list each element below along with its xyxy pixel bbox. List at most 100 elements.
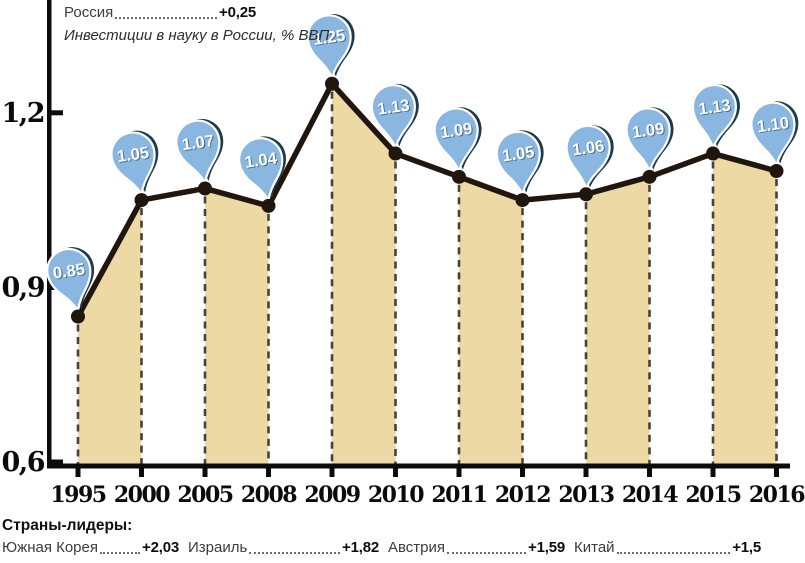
pin-body bbox=[495, 130, 541, 198]
pin-value-label: 1.13 bbox=[376, 96, 410, 118]
country-value: +2,03 bbox=[142, 539, 179, 556]
x-tick-label: 2013 bbox=[558, 482, 613, 508]
footer-entry: Китай +1,5 bbox=[574, 539, 761, 557]
data-point bbox=[71, 309, 85, 324]
data-point bbox=[325, 76, 339, 91]
area-band bbox=[713, 153, 777, 465]
data-point bbox=[452, 169, 466, 184]
series-label: Россия bbox=[64, 4, 114, 21]
pin-value-label: 1.25 bbox=[312, 27, 346, 49]
x-tick bbox=[456, 466, 462, 477]
x-tick bbox=[202, 466, 208, 477]
dotted-leader bbox=[447, 552, 527, 554]
data-point bbox=[579, 187, 593, 202]
pin-value-label: 1.06 bbox=[571, 137, 605, 159]
x-tick-label: 2016 bbox=[749, 482, 805, 508]
dotted-leader bbox=[115, 17, 218, 19]
country-value: +1,59 bbox=[528, 539, 565, 556]
pin-body bbox=[370, 84, 416, 151]
value-pin: 1.25 bbox=[306, 14, 355, 81]
x-tick-label: 1995 bbox=[50, 482, 105, 508]
area-band bbox=[332, 83, 396, 464]
pin-body bbox=[750, 101, 796, 169]
x-tick bbox=[774, 466, 779, 477]
pin-body bbox=[175, 119, 221, 186]
chart-header: Россия +0,25 Инвестиции в науку в России… bbox=[64, 3, 330, 44]
footer-entries: Южная Корея +2,03 Израиль +1,82 Австрия … bbox=[2, 539, 802, 557]
y-tick bbox=[51, 110, 63, 116]
x-tick-label: 2011 bbox=[431, 482, 486, 508]
x-tick-label: 2009 bbox=[304, 482, 359, 508]
value-pin: 1.09 bbox=[433, 107, 482, 174]
value-pin: 1.09 bbox=[625, 107, 674, 174]
chart-footer: Страны-лидеры: Южная Корея +2,03 Израиль… bbox=[2, 517, 802, 557]
pin-body bbox=[691, 83, 738, 151]
series-value: +0,25 bbox=[219, 4, 256, 21]
pin-body bbox=[565, 124, 611, 192]
data-point bbox=[515, 193, 530, 208]
country-value: +1,5 bbox=[732, 539, 761, 556]
country-name: Южная Корея bbox=[2, 539, 98, 556]
x-tick bbox=[75, 466, 81, 477]
pin-value-label: 1.09 bbox=[631, 120, 665, 142]
data-point bbox=[769, 164, 784, 178]
country-name: Китай bbox=[574, 539, 615, 556]
pin-body bbox=[433, 107, 479, 174]
footer-entry: Южная Корея +2,03 bbox=[2, 539, 179, 557]
dotted-leader bbox=[616, 552, 731, 554]
x-tick bbox=[583, 466, 589, 477]
x-tick bbox=[710, 466, 716, 477]
value-pin: 1.10 bbox=[750, 101, 799, 169]
series-legend-row: Россия +0,25 bbox=[64, 3, 256, 22]
pin-body bbox=[238, 137, 284, 203]
x-tick bbox=[647, 466, 652, 477]
dotted-leader bbox=[249, 552, 341, 554]
country-name: Израиль bbox=[188, 539, 248, 556]
x-tick-label: 2005 bbox=[177, 482, 232, 508]
x-axis bbox=[47, 463, 790, 469]
pin-value-label: 1.07 bbox=[181, 132, 215, 154]
y-tick-label: 1,2 bbox=[2, 98, 44, 129]
footer-entry: Австрия +1,59 bbox=[388, 539, 565, 557]
pin-value-label: 1.05 bbox=[501, 143, 535, 165]
data-point bbox=[261, 198, 276, 213]
area-band bbox=[78, 200, 142, 464]
data-point bbox=[198, 181, 212, 196]
pin-body bbox=[46, 247, 92, 314]
y-tick-label: 0,9 bbox=[2, 272, 45, 303]
x-tick bbox=[329, 466, 335, 477]
y-tick bbox=[51, 459, 63, 465]
area-band bbox=[205, 188, 269, 464]
dotted-leader bbox=[100, 552, 141, 554]
x-tick-label: 2010 bbox=[368, 482, 424, 508]
pin-value-label: 1.09 bbox=[439, 120, 473, 142]
pin-value-label: 1.13 bbox=[697, 96, 731, 118]
chart-subtitle: Инвестиции в науку в России, % ВВП bbox=[64, 27, 330, 44]
x-tick bbox=[393, 466, 398, 477]
value-pin: 1.05 bbox=[495, 130, 544, 198]
footer-entry: Израиль +1,82 bbox=[188, 539, 379, 557]
value-pin: 1.06 bbox=[565, 124, 614, 192]
country-name: Австрия bbox=[388, 539, 446, 556]
data-point bbox=[134, 193, 149, 208]
pin-body bbox=[625, 107, 671, 174]
area-band bbox=[459, 176, 523, 464]
data-point bbox=[642, 169, 657, 184]
value-pin: 1.07 bbox=[175, 118, 224, 186]
pin-body bbox=[306, 14, 352, 81]
data-point bbox=[706, 146, 720, 161]
x-tick bbox=[520, 466, 525, 477]
x-tick-label: 2012 bbox=[495, 482, 550, 508]
x-tick-label: 2000 bbox=[114, 482, 170, 508]
x-tick-label: 2008 bbox=[241, 482, 297, 508]
pin-body bbox=[110, 131, 156, 198]
pin-value-label: 1.04 bbox=[244, 149, 279, 171]
y-axis bbox=[47, 0, 52, 468]
footer-title: Страны-лидеры: bbox=[2, 517, 133, 534]
pin-value-label: 1.10 bbox=[756, 114, 790, 136]
value-pin: 1.13 bbox=[691, 83, 740, 151]
area-band bbox=[586, 176, 650, 464]
x-tick bbox=[139, 466, 144, 477]
